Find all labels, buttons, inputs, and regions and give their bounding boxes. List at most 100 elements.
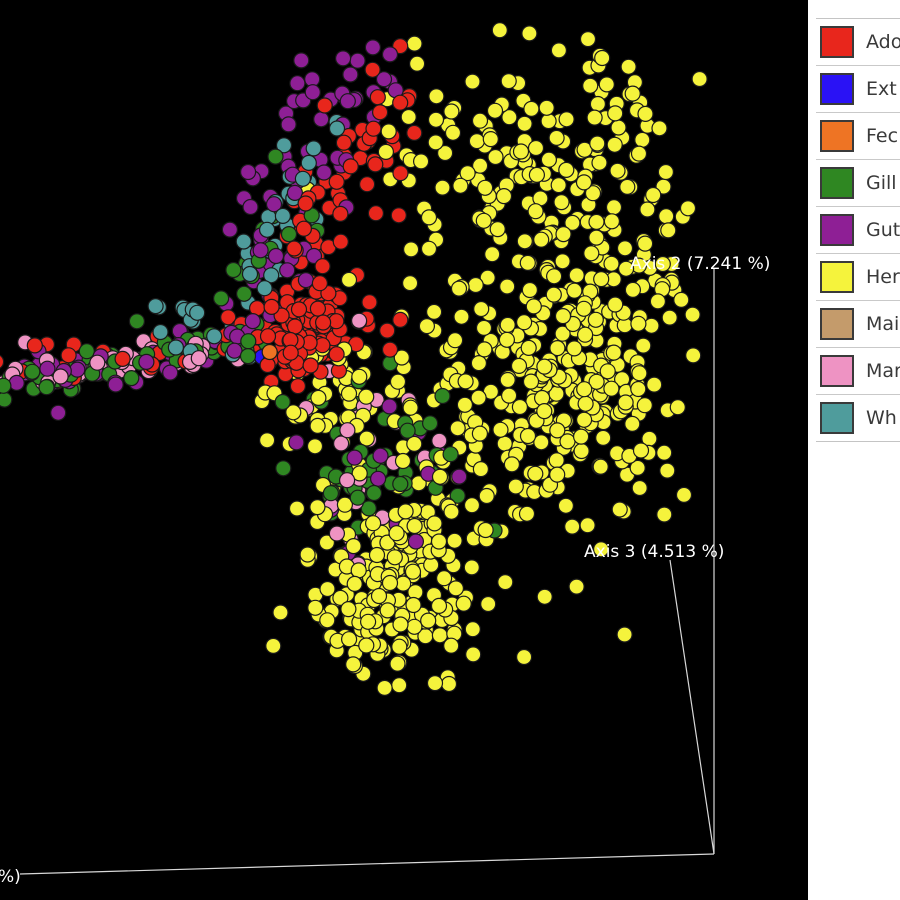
- data-point: [467, 276, 484, 294]
- legend-item-wh[interactable]: Wh: [816, 395, 900, 441]
- legend-label: Mar: [866, 360, 900, 382]
- data-point: [472, 157, 489, 174]
- data-point: [0, 354, 5, 369]
- data-point: [275, 460, 292, 477]
- legend-item-fec[interactable]: Fec: [816, 113, 900, 160]
- data-point: [609, 162, 626, 179]
- data-point: [420, 612, 437, 629]
- data-point: [540, 112, 557, 130]
- data-point: [336, 496, 353, 513]
- data-point: [456, 396, 473, 413]
- legend-label: Mai: [866, 313, 900, 335]
- legend-item-her[interactable]: Her: [816, 254, 900, 301]
- data-point: [656, 506, 673, 523]
- data-point: [459, 165, 476, 182]
- data-point: [450, 280, 468, 297]
- data-point: [319, 580, 336, 598]
- data-point: [389, 655, 406, 672]
- data-point: [499, 371, 516, 389]
- data-point: [527, 203, 544, 220]
- data-point: [259, 221, 276, 238]
- data-point: [69, 361, 86, 378]
- data-point: [463, 497, 481, 514]
- legend-swatch[interactable]: [820, 214, 854, 246]
- data-point: [397, 503, 414, 520]
- data-point: [259, 432, 276, 449]
- data-point: [420, 209, 438, 226]
- data-point: [624, 85, 641, 102]
- data-point: [380, 123, 397, 140]
- data-point: [635, 337, 652, 354]
- axis-2-label: Axis 2 (7.241 %): [630, 254, 770, 274]
- data-point: [322, 485, 339, 502]
- data-point: [315, 314, 332, 331]
- data-point: [589, 135, 606, 152]
- data-point: [369, 89, 386, 106]
- legend-swatch[interactable]: [820, 26, 854, 58]
- legend-swatch[interactable]: [820, 402, 854, 434]
- data-point: [487, 148, 504, 166]
- legend-label: Ado: [866, 31, 900, 53]
- legend-item-mar[interactable]: Mar: [816, 348, 900, 395]
- data-point: [645, 186, 662, 204]
- data-point: [138, 353, 155, 370]
- data-point: [455, 595, 472, 612]
- legend-swatch[interactable]: [820, 167, 854, 199]
- legend-swatch[interactable]: [820, 73, 854, 105]
- data-point: [152, 323, 169, 341]
- data-point: [595, 429, 612, 446]
- plot-area[interactable]: Axis 2 (7.241 %) Axis 3 (4.513 %) %): [0, 0, 808, 900]
- data-point: [400, 108, 417, 126]
- data-point: [434, 179, 451, 196]
- legend-swatch[interactable]: [820, 355, 854, 387]
- data-point: [477, 179, 494, 196]
- data-point: [290, 301, 308, 318]
- data-point: [340, 271, 358, 288]
- data-point: [630, 380, 647, 398]
- data-point: [407, 533, 424, 550]
- data-point: [624, 281, 642, 298]
- data-point: [449, 487, 466, 504]
- data-point: [457, 373, 474, 390]
- data-point: [499, 316, 516, 333]
- legend-item-gill[interactable]: Gill: [816, 160, 900, 207]
- data-point: [272, 604, 289, 621]
- data-point: [584, 185, 602, 202]
- legend-item-ext[interactable]: Ext: [816, 66, 900, 113]
- data-point: [471, 112, 489, 129]
- data-point: [651, 120, 668, 137]
- data-point: [496, 435, 513, 452]
- data-point: [349, 489, 366, 506]
- data-point: [358, 430, 375, 447]
- data-point: [350, 562, 367, 579]
- data-point: [575, 300, 593, 317]
- legend-swatch[interactable]: [820, 120, 854, 152]
- data-point: [299, 546, 316, 563]
- data-point: [484, 246, 501, 263]
- data-point: [593, 271, 610, 288]
- axis-3-label: Axis 3 (4.513 %): [584, 542, 724, 562]
- legend-item-ado[interactable]: Ado: [816, 19, 900, 66]
- data-point: [436, 570, 453, 587]
- legend-swatch[interactable]: [820, 308, 854, 340]
- legend-item-mai[interactable]: Mai: [816, 301, 900, 348]
- data-point: [426, 303, 443, 320]
- points-layer: [0, 22, 708, 697]
- data-point: [89, 354, 106, 371]
- data-point: [332, 205, 349, 222]
- data-point: [452, 177, 469, 194]
- data-point: [392, 165, 409, 182]
- data-point: [476, 341, 493, 358]
- data-point: [392, 616, 409, 633]
- data-point: [634, 131, 651, 148]
- data-point: [501, 109, 518, 126]
- data-point: [240, 333, 257, 350]
- data-point: [482, 131, 499, 148]
- data-point: [328, 120, 346, 137]
- data-point: [346, 575, 363, 593]
- pcoa-3d-scatter[interactable]: Axis 2 (7.241 %) Axis 3 (4.513 %) %): [0, 0, 808, 900]
- data-point: [360, 500, 377, 517]
- legend-swatch[interactable]: [820, 261, 854, 293]
- data-point: [286, 184, 303, 201]
- legend-item-gut[interactable]: Gut: [816, 207, 900, 254]
